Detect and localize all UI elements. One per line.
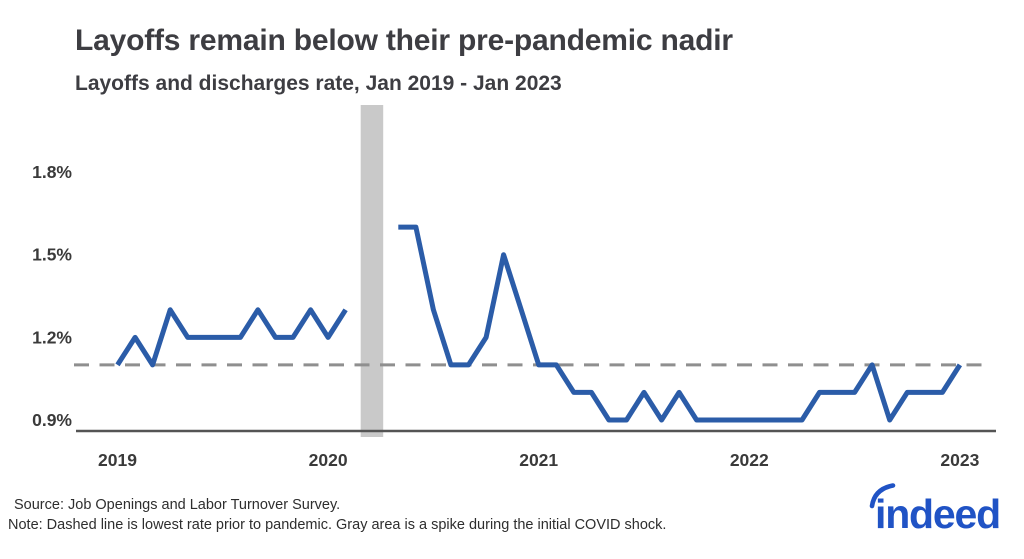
- x-tick-labels: 2019 2020 2021 2022 2023: [98, 450, 980, 470]
- y-tick-label: 1.8%: [32, 162, 72, 182]
- layoffs-line-chart: 0.9% 1.2% 1.5% 1.8% 2019 2020 2021 2022 2023: [32, 105, 996, 470]
- y-tick-labels: 0.9% 1.2% 1.5% 1.8%: [32, 162, 72, 430]
- indeed-logo: indeed: [866, 476, 1022, 538]
- covid-shock-band: [360, 105, 384, 437]
- footer-notes: Source: Job Openings and Labor Turnover …: [8, 495, 666, 535]
- indeed-logo-arc-icon: [869, 483, 896, 509]
- page-title: Layoffs remain below their pre-pandemic …: [75, 24, 733, 57]
- x-tick-label: 2023: [940, 450, 979, 470]
- source-note: Source: Job Openings and Labor Turnover …: [14, 497, 341, 513]
- layoffs-rate-line: [115, 224, 963, 423]
- methodology-note: Note: Dashed line is lowest rate prior t…: [8, 517, 667, 533]
- y-tick-label: 0.9%: [32, 410, 72, 430]
- x-tick-label: 2020: [309, 450, 348, 470]
- x-tick-label: 2021: [519, 450, 558, 470]
- y-tick-label: 1.2%: [32, 327, 72, 347]
- indeed-logo-text: indeed: [875, 491, 1000, 537]
- x-tick-label: 2019: [98, 450, 137, 470]
- chart-subtitle: Layoffs and discharges rate, Jan 2019 - …: [75, 72, 562, 95]
- x-tick-label: 2022: [730, 450, 769, 470]
- y-tick-label: 1.5%: [32, 245, 72, 265]
